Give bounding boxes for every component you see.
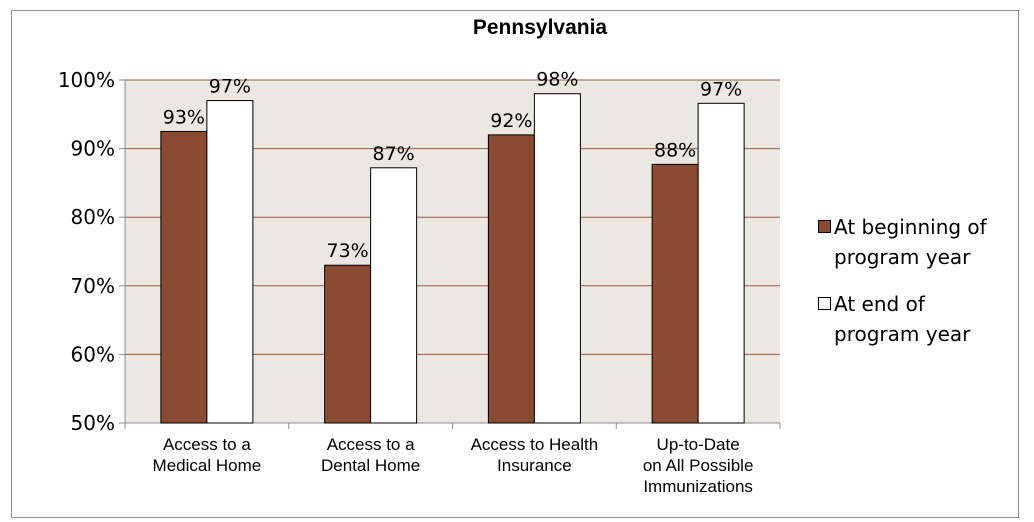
y-tick-label: 60%: [71, 342, 115, 366]
legend-label-end: At end of program year: [834, 292, 971, 346]
bar: [160, 130, 208, 424]
data-label: 93%: [163, 106, 205, 128]
bar: [324, 264, 372, 424]
x-category-label: Insurance: [497, 456, 572, 475]
x-category-label: Access to Health: [471, 435, 599, 454]
legend-swatch-beginning: [818, 220, 831, 233]
legend-item-beginning: At beginning of program year: [818, 212, 1014, 272]
x-category-label: Access to a: [327, 435, 415, 454]
bar: [651, 163, 699, 424]
x-category-label: Access to a: [163, 435, 251, 454]
data-label: 98%: [536, 69, 578, 91]
bar: [370, 167, 418, 424]
legend-swatch-end: [818, 297, 831, 310]
bar: [697, 102, 745, 424]
x-category-label: Immunizations: [643, 477, 753, 496]
y-tick-label: 100%: [58, 68, 115, 92]
x-category-label: Dental Home: [321, 456, 420, 475]
data-label: 73%: [327, 240, 369, 262]
data-label: 97%: [700, 78, 742, 100]
y-tick-label: 80%: [71, 205, 115, 229]
bar: [206, 100, 254, 424]
x-category-label: Medical Home: [153, 456, 262, 475]
data-label: 87%: [373, 143, 415, 165]
data-label: 97%: [209, 76, 251, 98]
bar: [533, 93, 581, 424]
y-tick-label: 70%: [71, 274, 115, 298]
x-category-label: Up-to-Date: [657, 435, 740, 454]
legend-item-end: At end of program year: [818, 289, 1014, 349]
x-category-label: on All Possible: [643, 456, 754, 475]
y-tick-label: 90%: [71, 137, 115, 161]
bar: [487, 134, 535, 424]
data-label: 92%: [490, 110, 532, 132]
y-tick-label: 50%: [71, 411, 115, 435]
data-label: 88%: [654, 139, 696, 161]
legend-label-beginning: At beginning of program year: [834, 215, 987, 269]
chart-title: Pennsylvania: [472, 16, 608, 39]
